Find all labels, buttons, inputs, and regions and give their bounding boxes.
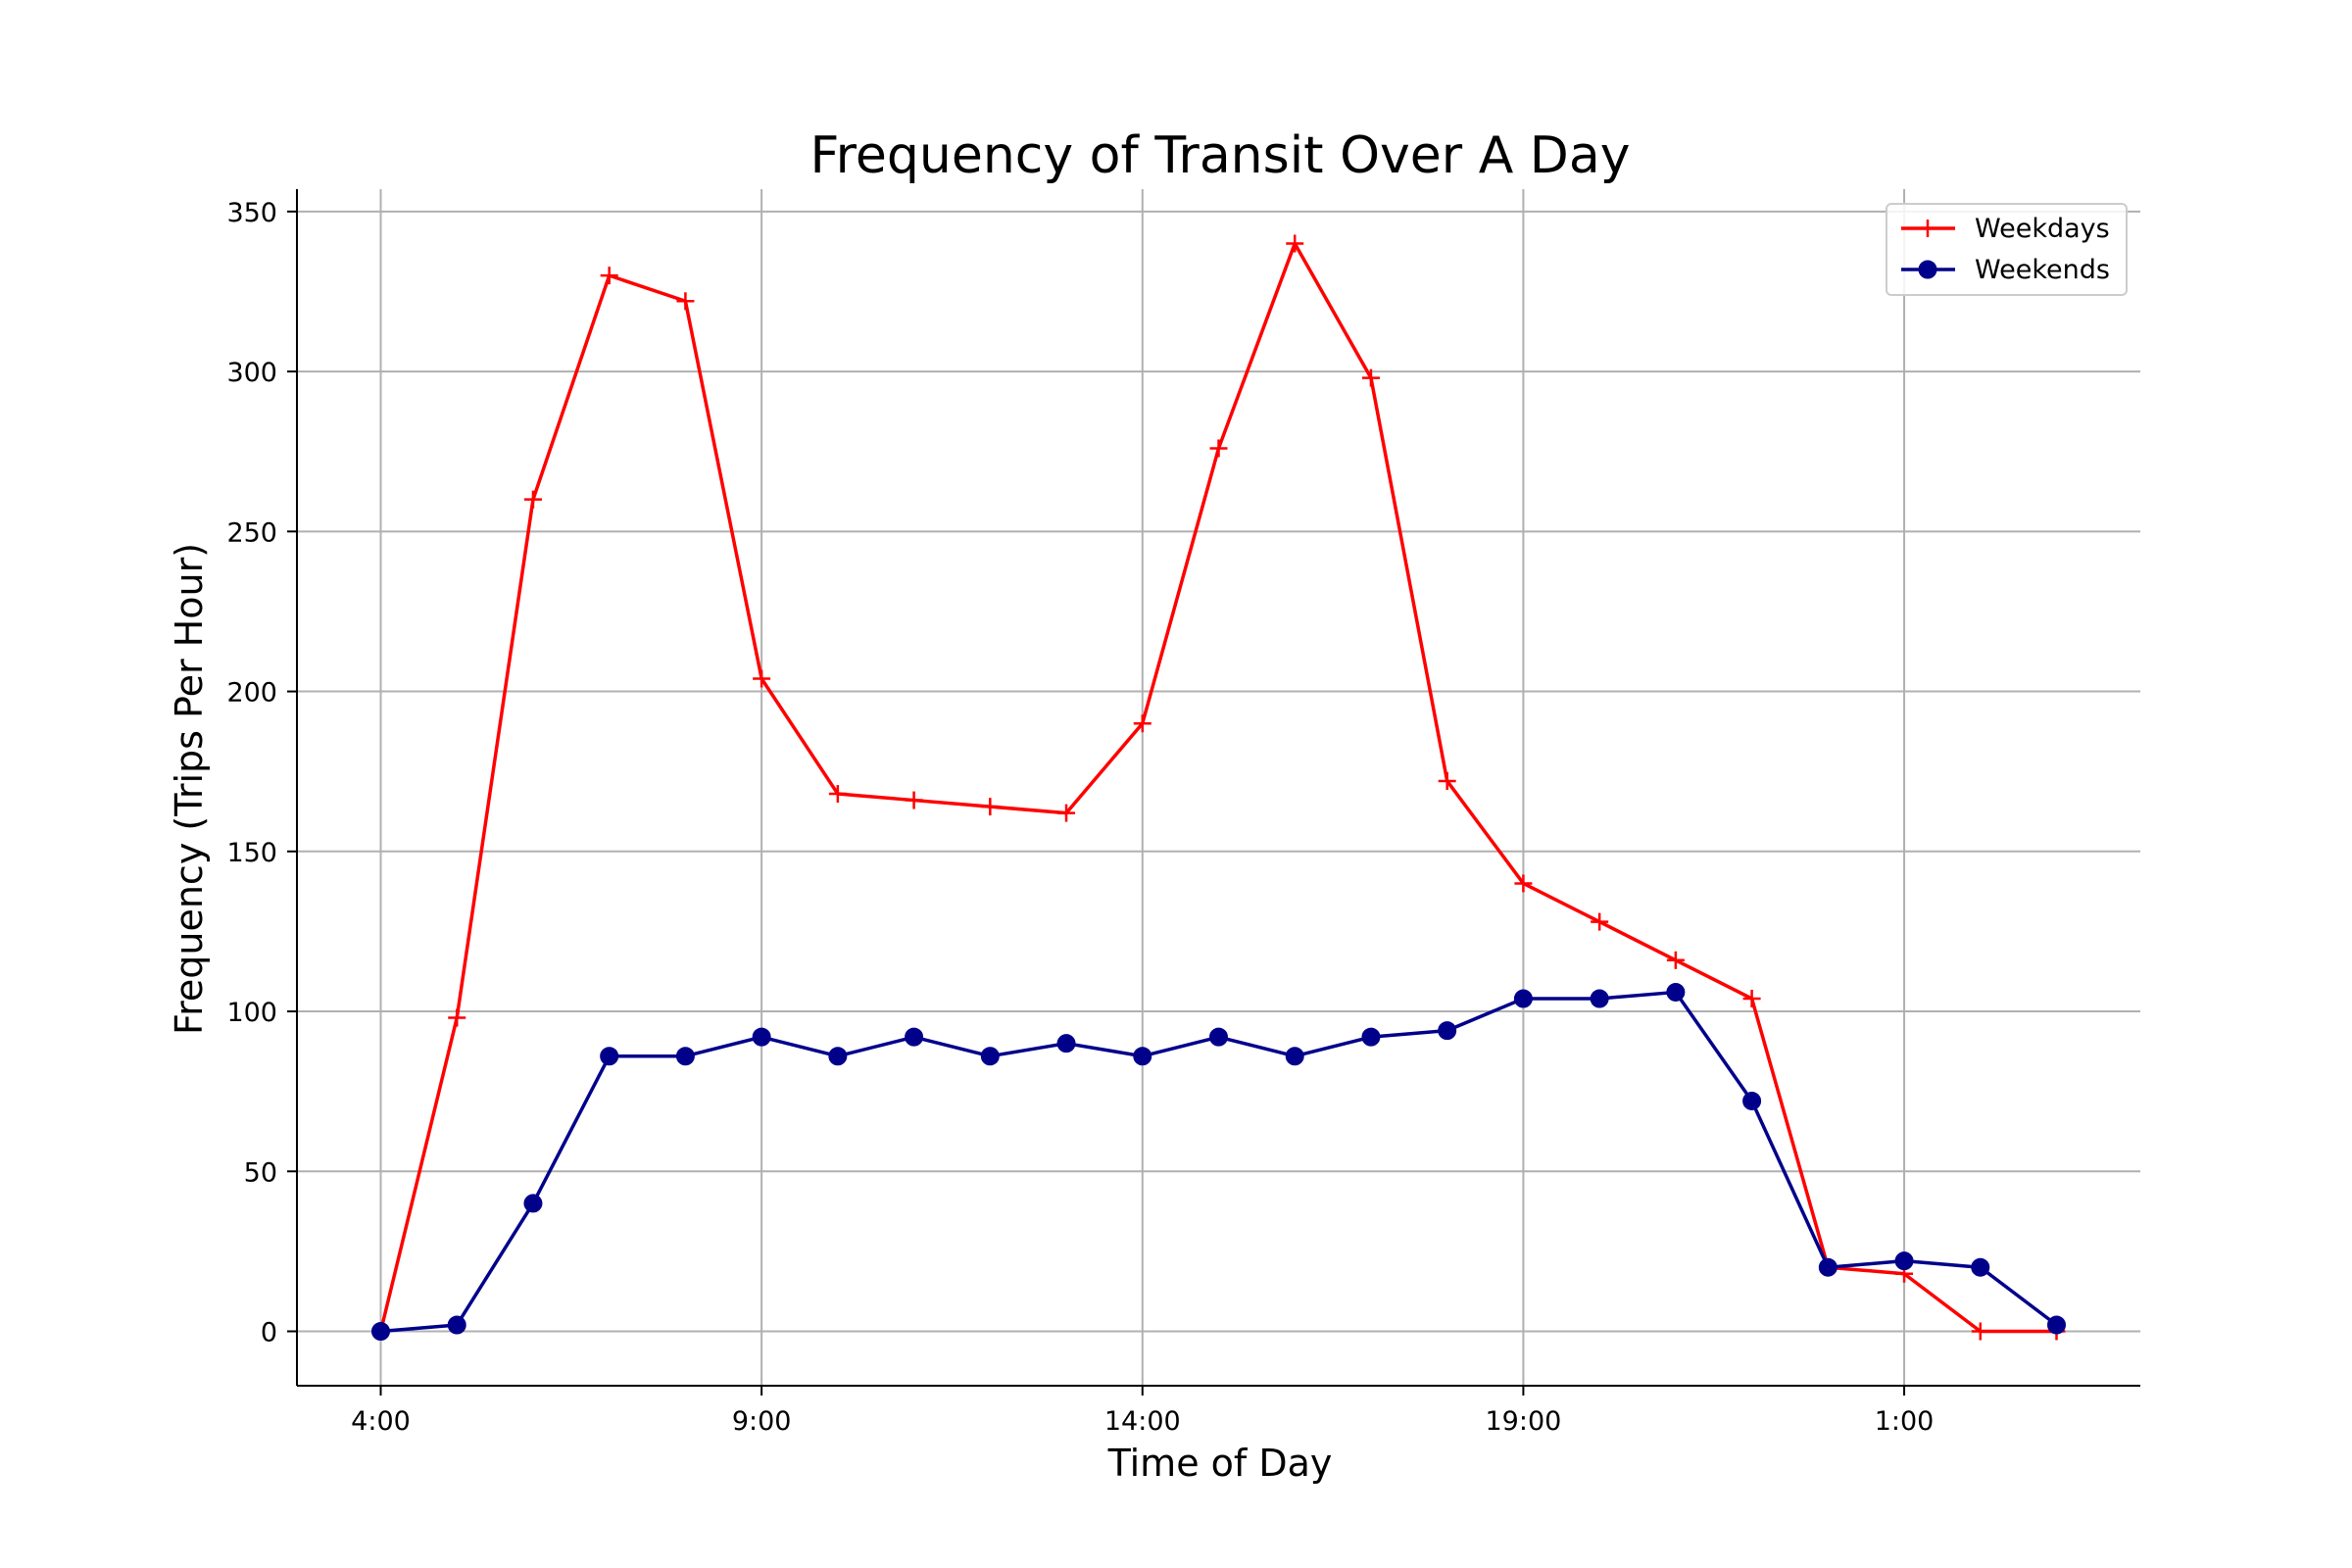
data-point-weekdays <box>1361 368 1380 387</box>
y-tick-label: 250 <box>226 517 277 548</box>
y-tick-label: 200 <box>226 678 277 709</box>
data-point-weekends <box>2047 1315 2066 1335</box>
data-point-weekends <box>1666 982 1686 1002</box>
data-point-weekdays <box>448 1008 466 1027</box>
series-line-weekdays <box>378 241 2057 1334</box>
x-tick-label: 19:00 <box>1486 1406 1562 1437</box>
legend-label: Weekends <box>1975 255 2110 285</box>
data-point-weekends <box>1513 989 1533 1008</box>
y-tick-label: 0 <box>261 1318 277 1348</box>
data-point-weekends <box>1894 1251 1914 1271</box>
legend-label: Weekdays <box>1975 214 2110 244</box>
legend-marker <box>1918 260 1937 279</box>
data-point-weekdays <box>1591 912 1609 931</box>
data-point-weekdays <box>1286 234 1304 253</box>
y-tick-label: 100 <box>226 998 277 1028</box>
data-point-weekends <box>1361 1027 1381 1047</box>
data-point-weekdays <box>981 798 1000 816</box>
x-tick-label: 9:00 <box>732 1406 792 1437</box>
data-point-weekdays <box>523 490 542 509</box>
data-point-weekdays <box>1438 771 1456 790</box>
data-point-weekdays <box>1057 804 1076 822</box>
data-point-weekdays <box>1133 714 1152 733</box>
x-tick-label: 4:00 <box>351 1406 411 1437</box>
x-axis-label: Time of Day <box>1107 1442 1333 1485</box>
data-point-weekends <box>1056 1034 1076 1054</box>
data-point-weekdays <box>600 267 618 285</box>
data-point-weekends <box>600 1047 619 1066</box>
data-point-weekdays <box>1742 989 1761 1007</box>
legend-item-weekdays: Weekdays <box>1901 214 2110 244</box>
data-point-weekdays <box>828 785 847 804</box>
data-point-weekends <box>1818 1257 1838 1277</box>
data-point-weekends <box>828 1047 848 1066</box>
data-point-weekends <box>1590 989 1609 1008</box>
data-point-weekends <box>523 1194 543 1213</box>
legend-marker <box>1919 220 1936 237</box>
data-point-weekends <box>1438 1021 1457 1041</box>
x-tick-label: 14:00 <box>1104 1406 1181 1437</box>
data-point-weekends <box>371 1322 390 1341</box>
data-point-weekdays <box>1514 874 1533 893</box>
data-point-weekdays <box>753 669 771 688</box>
y-axis-label: Frequency (Trips Per Hour) <box>168 543 211 1035</box>
data-point-weekends <box>675 1047 695 1066</box>
chart-title: Frequency of Transit Over A Day <box>810 126 1631 185</box>
data-point-weekdays <box>676 292 695 311</box>
data-point-weekends <box>1209 1027 1228 1047</box>
legend-item-weekends: Weekends <box>1901 255 2110 285</box>
series-weekdays <box>371 234 2066 1341</box>
data-point-weekends <box>752 1027 771 1047</box>
x-tick-label: 1:00 <box>1875 1406 1935 1437</box>
data-point-weekdays <box>905 791 923 809</box>
data-point-weekends <box>447 1315 466 1335</box>
data-point-weekdays <box>1209 439 1228 458</box>
series-layer <box>371 234 2066 1341</box>
axes: 4:00 9:00 14:00 19:00 1:00 0 50 100 150 200 250 300… <box>226 189 2140 1437</box>
data-point-weekends <box>980 1047 1000 1066</box>
data-point-weekends <box>905 1027 924 1047</box>
y-tick-label: 300 <box>226 358 277 388</box>
y-tick-label: 50 <box>244 1157 277 1188</box>
data-point-weekdays <box>1971 1322 1989 1341</box>
y-tick-label: 150 <box>226 838 277 868</box>
data-point-weekends <box>1133 1047 1152 1066</box>
data-point-weekends <box>1742 1091 1762 1110</box>
grid-lines <box>297 189 2140 1386</box>
series-weekends <box>371 982 2066 1341</box>
data-point-weekdays <box>1666 951 1685 969</box>
y-tick-label: 350 <box>226 198 277 228</box>
data-point-weekends <box>1285 1047 1304 1066</box>
legend: Weekdays Weekends <box>1886 203 2128 296</box>
data-point-weekends <box>1971 1257 1990 1277</box>
